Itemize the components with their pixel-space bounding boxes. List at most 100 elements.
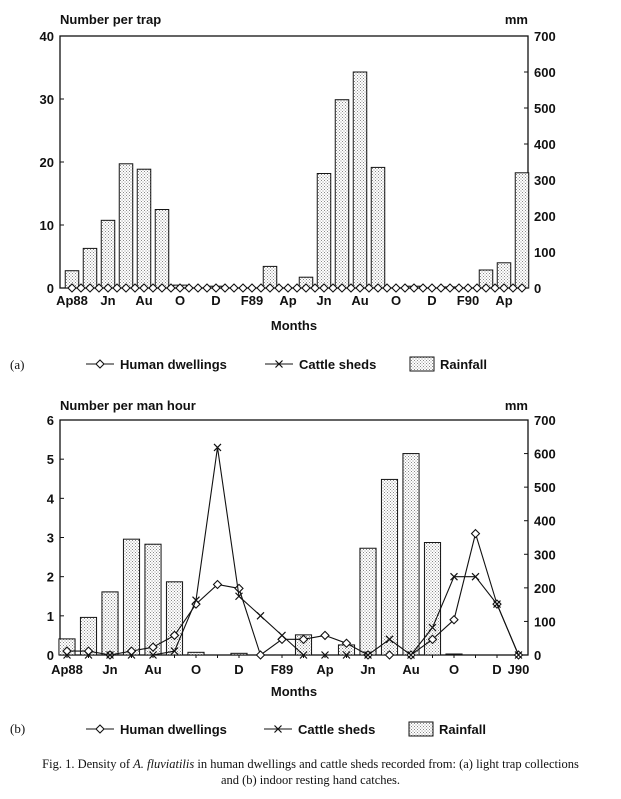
legend: Human dwellings Cattle sheds Rainfall <box>86 721 486 737</box>
cattle-sheds-point <box>407 651 415 659</box>
cattle-sheds-line <box>67 447 520 656</box>
y-left-tick-label: 10 <box>40 218 54 233</box>
human-dwellings-point <box>454 283 464 293</box>
figure-caption: Fig. 1. Density of A. fluviatilis in hum… <box>0 756 621 788</box>
y-right-tick-label: 700 <box>534 29 556 44</box>
caption-species: A. fluviatilis <box>133 757 195 771</box>
human-dwellings-point <box>463 283 473 293</box>
human-dwellings-point <box>364 283 374 293</box>
y-right-tick-label: 200 <box>534 209 556 224</box>
human-dwellings-line <box>67 531 520 656</box>
x-tick-label: Jn <box>316 293 331 308</box>
y-right-tick-label: 200 <box>534 581 556 596</box>
y-axis-right-label: mm <box>505 398 528 413</box>
legend-human-marker <box>95 359 105 369</box>
y-left-tick-label: 0 <box>47 648 54 663</box>
cattle-sheds-point <box>471 572 480 581</box>
human-dwellings-point <box>265 283 275 293</box>
legend-rainfall-swatch <box>408 721 434 737</box>
x-tick-label: D <box>492 662 501 677</box>
y-left-tick-label: 30 <box>40 92 54 107</box>
cattle-sheds-point <box>450 572 458 581</box>
human-dwellings-point <box>157 283 167 293</box>
y-right-tick-label: 600 <box>534 447 556 462</box>
cattle-sheds-point <box>149 651 157 659</box>
y-left-tick-label: 6 <box>47 413 54 428</box>
human-dwellings-point <box>212 579 223 590</box>
human-dwellings-point <box>490 283 500 293</box>
human-dwellings-point <box>229 283 239 293</box>
rainfall-bar <box>101 591 119 656</box>
human-dwellings-point <box>301 283 311 293</box>
human-dwellings-point <box>121 283 131 293</box>
rainfall-bar <box>82 247 98 289</box>
human-dwellings-point <box>400 283 410 293</box>
y-right-tick-label: 700 <box>534 413 556 428</box>
legend-cattle-marker <box>274 725 282 733</box>
y-right-tick-label: 300 <box>534 547 556 562</box>
cattle-sheds-point <box>84 651 93 659</box>
cattle-sheds-point <box>299 651 308 659</box>
cattle-sheds-point <box>278 631 286 640</box>
human-dwellings-point <box>211 283 221 293</box>
y-left-tick-label: 2 <box>47 570 54 585</box>
legend-cattle-label: Cattle sheds <box>298 722 375 737</box>
rainfall-bar <box>423 542 442 656</box>
human-dwellings-point <box>277 634 287 645</box>
human-dwellings-point <box>328 283 338 293</box>
rainfall-bar <box>144 543 162 656</box>
x-tick-label: O <box>175 293 185 308</box>
x-tick-label: Au <box>351 293 368 308</box>
human-dwellings-point <box>517 283 527 293</box>
human-dwellings-point <box>67 283 77 293</box>
human-dwellings-point <box>310 283 320 293</box>
human-dwellings-point <box>255 650 266 660</box>
cattle-sheds-point <box>514 651 523 659</box>
y-left-tick-label: 1 <box>47 609 54 624</box>
rainfall-bar <box>122 538 141 656</box>
x-tick-label: F89 <box>241 293 263 308</box>
rainfall-bar <box>352 71 368 289</box>
cattle-sheds-point <box>364 651 372 659</box>
rainfall-bar <box>100 219 116 289</box>
rainfall-bar <box>334 99 350 289</box>
rainfall-bar <box>136 168 152 289</box>
human-dwellings-point <box>341 638 352 649</box>
human-dwellings-point <box>274 283 284 293</box>
human-dwellings-point <box>85 283 95 293</box>
x-axis-label: Months <box>271 684 317 699</box>
x-tick-label: Au <box>144 662 161 677</box>
human-dwellings-point <box>436 283 446 293</box>
human-dwellings-point <box>373 283 383 293</box>
y-right-tick-label: 500 <box>534 101 556 116</box>
human-dwellings-point <box>346 283 356 293</box>
human-dwellings-point <box>320 630 330 641</box>
human-dwellings-point <box>139 283 149 293</box>
human-dwellings-point <box>499 283 509 293</box>
human-dwellings-point <box>409 283 419 293</box>
legend-human-marker <box>95 724 105 734</box>
y-right-tick-label: 100 <box>534 245 556 260</box>
human-dwellings-point <box>220 283 230 293</box>
rainfall-bar <box>118 163 134 289</box>
human-dwellings-point <box>76 283 86 293</box>
human-dwellings-point <box>382 283 392 293</box>
legend-human-label: Human dwellings <box>120 357 227 372</box>
x-tick-label: F90 <box>457 293 479 308</box>
human-dwellings-point <box>292 283 302 293</box>
y-left-tick-label: 0 <box>47 281 54 296</box>
panel-letter: (a) <box>10 357 24 372</box>
x-tick-label: Ap <box>495 293 512 308</box>
cattle-sheds-point <box>428 623 437 632</box>
human-dwellings-point <box>238 283 248 293</box>
panel-letter: (b) <box>10 721 25 736</box>
legend-rainfall-label: Rainfall <box>440 357 487 372</box>
y-left-tick-label: 20 <box>40 155 54 170</box>
cattle-sheds-point <box>385 635 394 644</box>
x-tick-label: Au <box>402 662 419 677</box>
y-right-tick-label: 600 <box>534 65 556 80</box>
human-dwellings-point <box>470 528 481 539</box>
y-right-tick-label: 100 <box>534 614 556 629</box>
caption-line1-rest: in human dwellings and cattle sheds reco… <box>194 757 579 771</box>
human-dwellings-point <box>472 283 482 293</box>
